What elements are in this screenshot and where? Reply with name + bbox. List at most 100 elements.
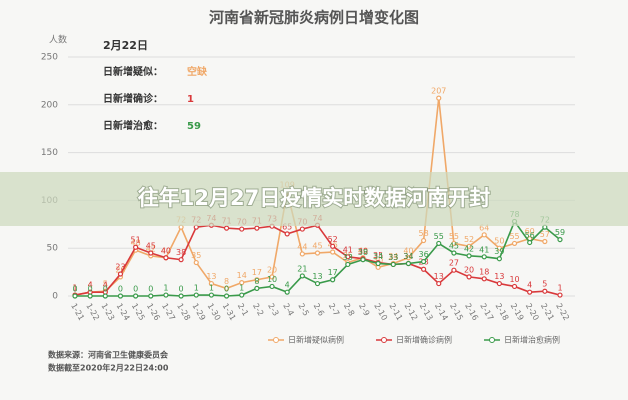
point (557, 236, 563, 243)
data-label: 4 (88, 281, 93, 290)
data-label: 1 (72, 284, 77, 293)
point (239, 226, 245, 232)
data-label: 60 (525, 227, 535, 236)
data-label: 35 (373, 251, 383, 260)
data-label: 64 (479, 223, 489, 232)
point (360, 257, 366, 263)
data-label: 34 (403, 252, 413, 261)
source-text: 数据来源：河南省卫生健康委员会 (48, 350, 168, 360)
data-label: 4 (103, 281, 108, 290)
data-label: 42 (146, 244, 156, 253)
data-label: 52 (328, 235, 338, 244)
data-label: 1 (209, 284, 214, 293)
point (420, 258, 427, 265)
point (481, 254, 487, 260)
data-label: 21 (297, 264, 307, 273)
point (254, 285, 260, 291)
data-label: 0 (224, 285, 229, 294)
legend-marker (381, 337, 387, 343)
point (117, 293, 124, 299)
point (420, 266, 427, 272)
point (511, 240, 518, 247)
point (345, 254, 351, 260)
data-label: 18 (479, 267, 489, 276)
data-label: 13 (206, 272, 216, 281)
point (451, 240, 457, 247)
data-label: 13 (312, 272, 322, 281)
point (466, 253, 472, 259)
data-label: 1 (557, 284, 562, 293)
data-label: 20 (464, 265, 474, 274)
legend-label: 日新增确诊病例 (396, 335, 452, 345)
point (178, 257, 184, 263)
data-label: 59 (555, 228, 565, 237)
info-value: 空缺 (187, 65, 208, 78)
data-label: 34 (403, 252, 413, 261)
data-label: 20 (267, 265, 277, 274)
point (163, 255, 169, 261)
point (117, 271, 124, 277)
point (466, 243, 472, 249)
data-label: 38 (176, 248, 186, 257)
data-label: 1 (239, 284, 244, 293)
data-label: 207 (431, 87, 446, 96)
point (193, 259, 199, 266)
point (284, 231, 290, 237)
point (163, 292, 169, 298)
point (542, 288, 548, 294)
data-label: 4 (285, 281, 290, 290)
point (496, 280, 502, 287)
data-label: 41 (343, 245, 353, 254)
point (299, 273, 305, 279)
point (557, 292, 563, 298)
info-label: 日新增确诊： (103, 92, 163, 105)
data-label: 0 (179, 285, 184, 294)
point (314, 250, 321, 256)
data-label: 40 (403, 246, 413, 255)
data-label: 33 (388, 253, 398, 262)
point (223, 285, 230, 291)
data-label: 39 (494, 247, 504, 256)
point (299, 251, 305, 257)
point (148, 293, 154, 299)
point (314, 280, 321, 287)
point (330, 277, 336, 283)
point (436, 95, 442, 101)
legend-marker (273, 337, 279, 343)
data-label: 36 (419, 250, 429, 259)
legend-label: 日新增疑似病例 (288, 335, 344, 345)
data-label: 38 (358, 248, 368, 257)
data-label: 45 (146, 241, 156, 250)
data-label: 33 (343, 253, 353, 262)
point (405, 255, 412, 261)
data-label: 55 (509, 232, 519, 241)
point (133, 293, 139, 299)
point (330, 249, 336, 255)
data-label: 17 (328, 268, 338, 277)
data-label: 13 (494, 272, 504, 281)
data-label: 34 (373, 252, 383, 261)
data-label: 55 (449, 232, 459, 241)
data-label: 0 (118, 285, 123, 294)
data-label: 10 (509, 275, 519, 284)
point (148, 250, 154, 256)
data-label: 44 (297, 242, 307, 251)
data-label: 17 (252, 268, 262, 277)
point (299, 226, 305, 232)
data-label: 0 (148, 285, 153, 294)
data-label: 50 (494, 237, 504, 246)
data-label: 41 (479, 245, 489, 254)
data-label: 23 (115, 263, 125, 272)
data-label: 35 (191, 251, 201, 260)
data-label: 1 (194, 284, 199, 293)
point (390, 261, 396, 268)
y-tick-label: 50 (47, 244, 59, 254)
point (193, 292, 199, 298)
data-label: 27 (449, 259, 459, 268)
data-label: 33 (388, 253, 398, 262)
point (496, 245, 502, 251)
data-label: 40 (161, 246, 171, 255)
point (405, 260, 412, 267)
data-label: 5 (542, 280, 547, 289)
